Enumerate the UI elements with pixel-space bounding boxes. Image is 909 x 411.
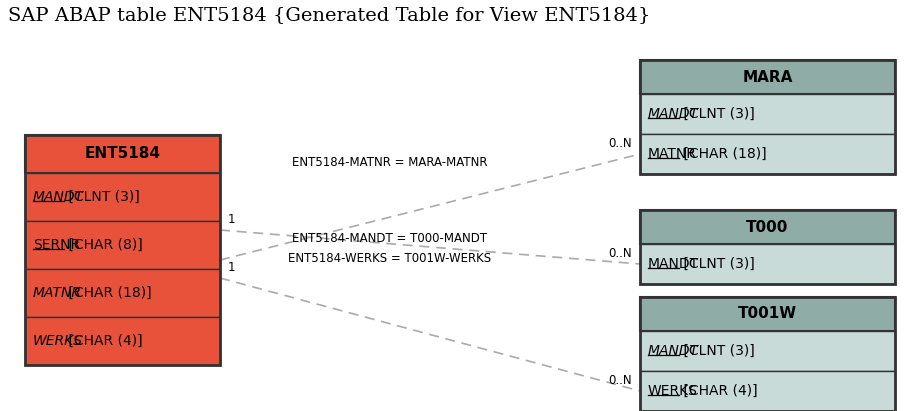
Text: MANDT: MANDT [648,344,699,358]
Bar [25,221,220,269]
Bar [640,134,895,174]
Text: [CLNT (3)]: [CLNT (3)] [64,190,140,204]
Bar [640,60,895,174]
Text: ENT5184-MATNR = MARA-MATNR: ENT5184-MATNR = MARA-MATNR [293,155,488,169]
Bar [640,94,895,134]
Text: MATNR: MATNR [33,286,82,300]
Bar [25,135,220,365]
Text: MANDT: MANDT [33,190,84,204]
Text: 1: 1 [228,261,235,274]
Text: [CHAR (18)]: [CHAR (18)] [64,286,152,300]
Text: [CHAR (8)]: [CHAR (8)] [64,238,143,252]
Text: [CHAR (4)]: [CHAR (4)] [679,384,757,398]
Bar [640,331,895,371]
Text: MANDT: MANDT [648,107,699,121]
Text: 0..N: 0..N [608,374,632,387]
Bar [640,244,895,284]
Text: SERNR: SERNR [33,238,80,252]
Text: ENT5184-WERKS = T001W-WERKS: ENT5184-WERKS = T001W-WERKS [288,252,492,265]
Text: 1: 1 [228,213,235,226]
Bar [25,317,220,365]
Bar [25,135,220,173]
Text: ENT5184-MANDT = T000-MANDT: ENT5184-MANDT = T000-MANDT [293,231,487,245]
Text: 0..N: 0..N [608,247,632,260]
Text: T001W: T001W [738,307,797,321]
Text: [CLNT (3)]: [CLNT (3)] [679,107,754,121]
Text: [CLNT (3)]: [CLNT (3)] [679,344,754,358]
Text: WERKS: WERKS [648,384,698,398]
Text: [CLNT (3)]: [CLNT (3)] [679,257,754,271]
Text: WERKS: WERKS [33,334,83,348]
Text: MATNR: MATNR [648,147,697,161]
Bar [25,269,220,317]
Text: SAP ABAP table ENT5184 {Generated Table for View ENT5184}: SAP ABAP table ENT5184 {Generated Table … [8,6,650,24]
Bar [640,210,895,284]
Text: ENT5184: ENT5184 [85,146,161,162]
Bar [640,297,895,331]
Text: MARA: MARA [743,69,793,85]
Text: [CHAR (4)]: [CHAR (4)] [64,334,143,348]
Text: T000: T000 [746,219,789,235]
Bar [640,210,895,244]
Bar [25,173,220,221]
Bar [640,297,895,411]
Bar [640,371,895,411]
Bar [640,60,895,94]
Text: 0..N: 0..N [608,137,632,150]
Text: MANDT: MANDT [648,257,699,271]
Text: [CHAR (18)]: [CHAR (18)] [679,147,766,161]
